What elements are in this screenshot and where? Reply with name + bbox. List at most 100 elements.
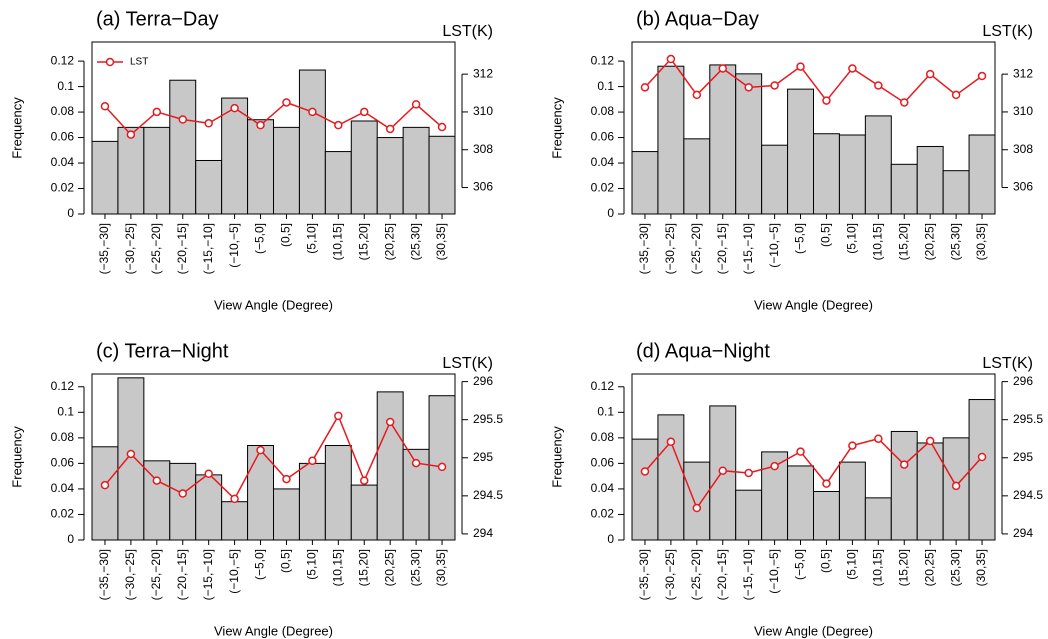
bar: [117, 377, 145, 541]
lst-point: [437, 462, 447, 472]
panel-title: (d) Aqua−Night: [636, 340, 770, 362]
lst-point: [874, 81, 883, 90]
y-tick-label: 0.06: [51, 130, 75, 144]
x-tick-label: (−15,−10]: [741, 549, 755, 600]
y-tick-label: 0.02: [51, 181, 75, 195]
x-tick-label: (−5,0]: [793, 223, 807, 254]
y-tick-label: 0.02: [51, 507, 75, 521]
y-tick-label: 0.12: [51, 379, 75, 393]
y2-tick-label: 295.5: [1013, 412, 1043, 426]
bar: [324, 445, 352, 541]
y-tick-label: 0.08: [51, 104, 75, 118]
lst-point: [411, 100, 421, 109]
lst-point: [744, 83, 753, 92]
y2-tick-label: 310: [1013, 104, 1033, 118]
lst-point: [925, 436, 935, 446]
x-tick-label: (10,15]: [330, 549, 344, 586]
y-axis-label: Frequency: [549, 426, 564, 488]
plot-frame: [631, 373, 996, 541]
y2-tick-label: 294: [473, 526, 493, 540]
x-tick-label: (30,35]: [974, 223, 988, 260]
x-tick-label: (20,25]: [382, 549, 396, 586]
lst-point: [204, 119, 213, 128]
bar: [838, 461, 866, 541]
y2-tick-label: 310: [473, 104, 493, 118]
x-tick-label: (−20,−15]: [715, 549, 729, 600]
bar: [221, 501, 249, 541]
bar: [169, 79, 197, 215]
bar: [117, 126, 145, 215]
y-axis-label: Frequency: [549, 97, 564, 159]
lst-point: [925, 69, 935, 79]
y-tick-label: 0: [607, 206, 614, 220]
x-tick-label: (25,30]: [948, 223, 962, 260]
y-tick-label: 0.02: [591, 507, 615, 521]
y2-axis-label: LST(K): [982, 23, 1033, 40]
y-tick-label: 0.02: [591, 181, 615, 195]
bar: [298, 462, 326, 541]
x-tick-label: (20,25]: [922, 549, 936, 586]
lst-point: [718, 466, 727, 475]
x-tick-label: (−20,−15]: [175, 223, 189, 274]
bar: [942, 170, 970, 215]
lst-point: [437, 122, 447, 132]
bar: [631, 151, 659, 215]
lst-point: [204, 469, 213, 479]
x-tick-label: (−5,0]: [253, 549, 267, 580]
plot-frame: [91, 373, 456, 541]
bar: [402, 126, 430, 215]
y2-tick-label: 295.5: [473, 412, 503, 426]
y2-axis-label: LST(K): [442, 23, 493, 40]
x-tick-label: (15,20]: [896, 549, 910, 586]
lst-point: [411, 458, 421, 468]
bar: [143, 126, 171, 215]
bar: [683, 138, 711, 215]
bar: [968, 399, 996, 541]
bar: [221, 97, 249, 215]
x-tick-label: (−15,−10]: [201, 223, 215, 274]
lst-point: [666, 54, 676, 64]
x-tick-label: (10,15]: [330, 223, 344, 260]
lst-point: [230, 494, 239, 504]
x-axis-label: View Angle (Degree): [214, 297, 333, 312]
y2-tick-label: 294.5: [1013, 488, 1043, 502]
x-tick-label: (30,35]: [974, 549, 988, 586]
panel: (d) Aqua−Night LST(K) Frequency View Angle …: [549, 340, 1043, 638]
x-tick-label: (−35,−30]: [97, 549, 111, 600]
lst-point: [126, 130, 136, 139]
y-tick-label: 0: [67, 532, 74, 546]
x-axis-label: View Angle (Degree): [754, 297, 873, 312]
lst-point: [848, 441, 857, 450]
y2-tick-label: 306: [1013, 180, 1033, 194]
x-tick-label: (25,30]: [408, 549, 422, 586]
lst-point: [178, 489, 187, 498]
y2-tick-label: 295: [1013, 450, 1033, 464]
bar: [864, 497, 892, 541]
lst-point: [334, 120, 343, 130]
bar: [838, 134, 866, 215]
panel: (b) Aqua−Day LST(K) Frequency View Angle (D…: [549, 8, 1033, 312]
lst-point: [308, 456, 317, 466]
lst-point: [822, 479, 831, 488]
bar: [324, 151, 352, 215]
bar: [247, 445, 274, 541]
bar: [787, 465, 814, 541]
lst-point: [152, 476, 162, 485]
panel: (a) Terra−Day LST(K) Frequency View Angle (…: [9, 8, 493, 312]
lst-point: [951, 481, 961, 491]
y-tick-label: 0.04: [51, 155, 75, 169]
panel-title: (a) Terra−Day: [96, 8, 218, 30]
y2-tick-label: 295: [473, 450, 493, 464]
panel: (c) Terra−Night LST(K) Frequency View Angle…: [9, 340, 503, 638]
panel-title: (c) Terra−Night: [96, 340, 229, 362]
lst-point: [977, 71, 987, 81]
x-tick-label: (−35,−30]: [97, 223, 111, 274]
bar: [298, 69, 326, 215]
y-tick-label: 0.1: [57, 404, 74, 418]
x-tick-label: (5,10]: [305, 549, 319, 580]
lst-line: [104, 101, 443, 136]
bar: [273, 488, 300, 541]
y-tick-label: 0.04: [51, 481, 75, 495]
lst-point: [178, 115, 187, 124]
lst-point: [770, 81, 779, 90]
